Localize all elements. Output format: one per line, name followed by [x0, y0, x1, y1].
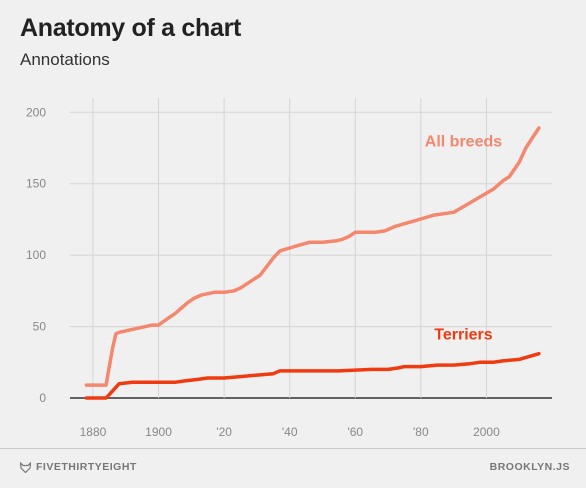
y-tick-label: 150: [26, 177, 46, 191]
chart-subtitle: Annotations: [20, 50, 110, 69]
y-tick-label: 0: [39, 391, 46, 405]
line-chart: 0 50 100 150 200 1880 1900 '20 '40 '60 '80 2000 All …: [26, 98, 552, 439]
y-tick-label: 200: [26, 105, 46, 119]
footer-brand[interactable]: FIVETHIRTYEIGHT: [20, 461, 137, 473]
footer-brand-label: FIVETHIRTYEIGHT: [36, 461, 137, 473]
annotation-all-breeds: All breeds: [425, 134, 502, 151]
y-tick-label: 100: [26, 248, 46, 262]
footer-credit: BROOKLYN.JS: [489, 461, 570, 473]
x-tick-label: 2000: [473, 425, 500, 439]
x-tick-label: 1900: [145, 425, 172, 439]
x-tick-label: 1880: [80, 425, 107, 439]
x-tick-label: '20: [216, 425, 232, 439]
series-line-all-breeds: [84, 126, 541, 387]
footer: FIVETHIRTYEIGHT BROOKLYN.JS: [0, 448, 586, 488]
x-tick-label: '40: [282, 425, 298, 439]
annotation-terriers: Terriers: [434, 326, 493, 343]
y-tick-label: 50: [33, 320, 47, 334]
series-line-terriers: [84, 351, 541, 400]
fivethirtyeight-fox-icon: [20, 461, 31, 473]
x-tick-label: '60: [347, 425, 363, 439]
chart-title: Anatomy of a chart: [20, 14, 242, 42]
x-tick-label: '80: [413, 425, 429, 439]
